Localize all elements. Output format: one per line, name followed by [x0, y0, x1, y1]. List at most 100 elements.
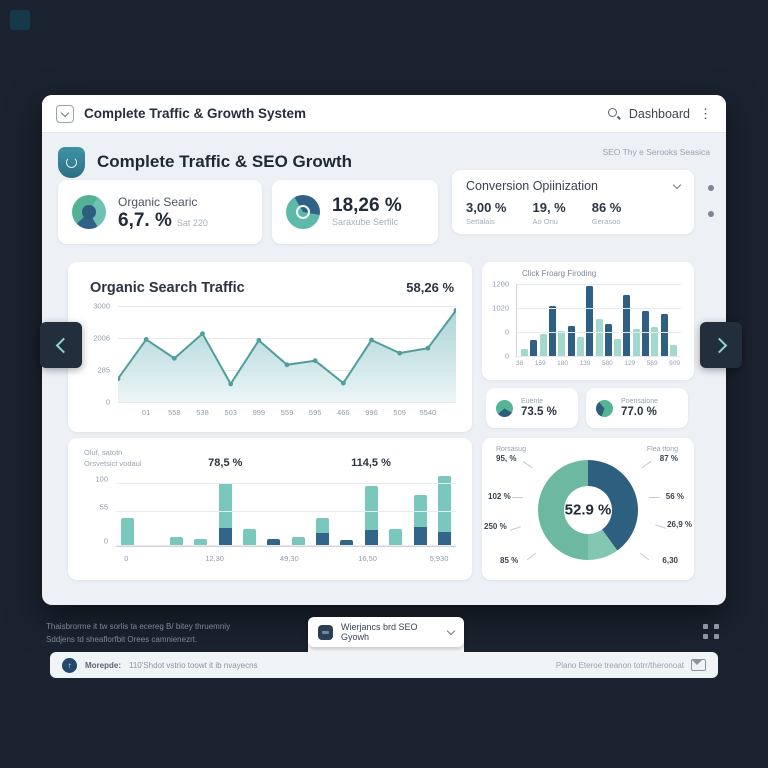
window-dropdown-icon[interactable]	[56, 104, 74, 123]
bar-chart-plot: 100 55 0 78,5 % 114,5 %	[95, 457, 456, 547]
kpi-title: Organic Searic	[118, 194, 198, 209]
chart-title: Organic Search Traffic	[90, 280, 245, 296]
x-tick-label: 538	[196, 408, 209, 417]
bar-segment-teal	[169, 537, 183, 546]
x-tick-label: 49,30	[280, 554, 299, 563]
stat-value: 73.5 %	[521, 406, 557, 418]
y-tick-label: 0	[504, 327, 509, 337]
chart-title: Click Froarg Firoding	[522, 269, 597, 278]
y-tick-label: 0	[103, 536, 108, 546]
bar	[623, 294, 631, 356]
donut-callout: 85 %	[500, 556, 519, 565]
conversion-stat: 3,00 % Settalais	[466, 200, 506, 226]
chevron-down-icon[interactable]	[672, 180, 682, 190]
gridline	[116, 545, 456, 546]
stat-label: Ao Onu	[532, 217, 558, 226]
area-chart-x-axis: 01 558 538 503 999 559 595 466 996 509 5540	[118, 408, 456, 418]
kpi-sub: Sat 220	[176, 217, 208, 228]
bar	[364, 486, 378, 546]
x-tick-label: 0	[124, 554, 129, 563]
y-tick-label: 0	[105, 397, 110, 407]
stat-label: Euente	[521, 398, 544, 405]
x-tick-label: 999	[252, 408, 266, 417]
bar-segment-teal	[437, 476, 451, 532]
donut-icon	[286, 195, 320, 229]
donut-callout: 102 %	[488, 492, 511, 501]
donut-icon	[596, 399, 613, 417]
bar	[642, 310, 650, 356]
bar-segment-teal	[242, 528, 256, 546]
status-text: 110'Shdot vstrio toowt it ib nvayecns	[129, 660, 258, 670]
bar-segment-teal	[389, 528, 403, 546]
bar-annotation: 114,5 %	[351, 457, 391, 469]
y-tick-label: 100	[95, 474, 108, 484]
status-bar: ↑ Morepde: 110'Shdot vstrio toowt it ib …	[50, 652, 718, 678]
x-tick-label: 558	[168, 408, 181, 417]
donut-callout: 26,9 %	[667, 520, 692, 529]
carousel-next-button[interactable]	[700, 322, 742, 368]
donut-callout: 250 %	[484, 522, 507, 531]
x-tick-label: 996	[365, 408, 378, 417]
kpi-card-conversion[interactable]: Conversion Opiinization 3,00 % Settalais…	[452, 170, 694, 234]
window-title: Complete Traffic & Growth System	[84, 106, 307, 121]
kpi-title: Conversion Opiinization	[466, 179, 599, 193]
bar	[316, 518, 329, 546]
x-tick-label: 12,30	[205, 554, 224, 563]
bar	[413, 495, 427, 546]
gridline	[517, 284, 681, 285]
click-frequency-chart-card: Click Froarg Firoding 1200 1020 0 0 38 159 18…	[482, 262, 694, 380]
bar	[437, 476, 451, 546]
donut-chart: 52.9 %	[538, 460, 638, 560]
report-icon	[318, 624, 333, 640]
grid-dots-icon[interactable]	[703, 624, 720, 639]
bar	[595, 318, 603, 356]
stat-label: Poensaione	[621, 398, 658, 405]
upload-circle-icon[interactable]: ↑	[62, 657, 77, 673]
bar-annotation: 78,5 %	[208, 457, 243, 469]
donut-icon	[72, 195, 106, 229]
y-tick-label: 285	[97, 365, 110, 375]
donut-callout: Rorsasug 95, %	[496, 446, 526, 463]
report-dropdown[interactable]: Wierjancs brd SEO Gyowh	[308, 617, 464, 647]
bar	[340, 540, 354, 546]
bar-segment-dark	[218, 527, 232, 546]
chevron-down-icon	[446, 626, 456, 636]
leader-line	[649, 497, 660, 498]
mail-icon[interactable]	[691, 659, 706, 671]
kpi-card-organic-search[interactable]: Organic Searic 6,7. % Sat 220	[58, 180, 262, 244]
bar	[632, 329, 640, 356]
kpi-card-search-traffic[interactable]: 18,26 % Saraxube Serfilc	[272, 180, 438, 244]
chevron-right-icon	[711, 337, 727, 353]
leader-line	[655, 524, 666, 529]
dashboard-window: Complete Traffic & Growth System Dashboa…	[42, 95, 726, 605]
search-icon[interactable]	[607, 107, 620, 120]
x-tick-label: 509	[393, 408, 406, 417]
donut-icon	[496, 399, 513, 417]
page-title: Complete Traffic & SEO Growth	[97, 152, 353, 171]
x-tick-label: 580	[601, 360, 613, 367]
organic-search-traffic-chart-card: Organic Search Traffic 58,26 % 3000 2006 2…	[68, 262, 472, 432]
carousel-prev-button[interactable]	[40, 322, 82, 368]
mini-stat-card[interactable]: Poensaione 77.0 %	[586, 388, 688, 428]
gridline	[116, 511, 456, 513]
bar-segment-teal	[291, 536, 305, 546]
mini-chart-x-axis: 38 159 180 139 580 129 569 909	[516, 360, 680, 367]
x-tick-label: 180	[557, 360, 569, 367]
stat-value: 86 %	[591, 200, 622, 215]
carousel-dot[interactable]	[708, 185, 714, 191]
leader-line	[512, 497, 523, 498]
nav-dashboard-link[interactable]: Dashboard	[628, 106, 690, 121]
x-tick-label: 139	[579, 360, 591, 367]
status-right: Plano Eteroe treanon totrr/theronoat	[556, 659, 706, 671]
gridline	[517, 332, 681, 333]
kebab-menu-icon[interactable]: ⋮	[699, 105, 712, 121]
carousel-dot[interactable]	[708, 211, 714, 217]
corner-accent	[10, 10, 30, 30]
y-tick-label: 2006	[93, 333, 110, 343]
bar-segment-teal	[194, 539, 208, 546]
x-tick-label: 909	[669, 360, 680, 367]
bar-segment-dark	[364, 529, 378, 546]
mini-stat-card[interactable]: Euente 73.5 %	[486, 388, 578, 428]
bar	[604, 323, 612, 356]
y-tick-label: 0	[504, 351, 509, 361]
